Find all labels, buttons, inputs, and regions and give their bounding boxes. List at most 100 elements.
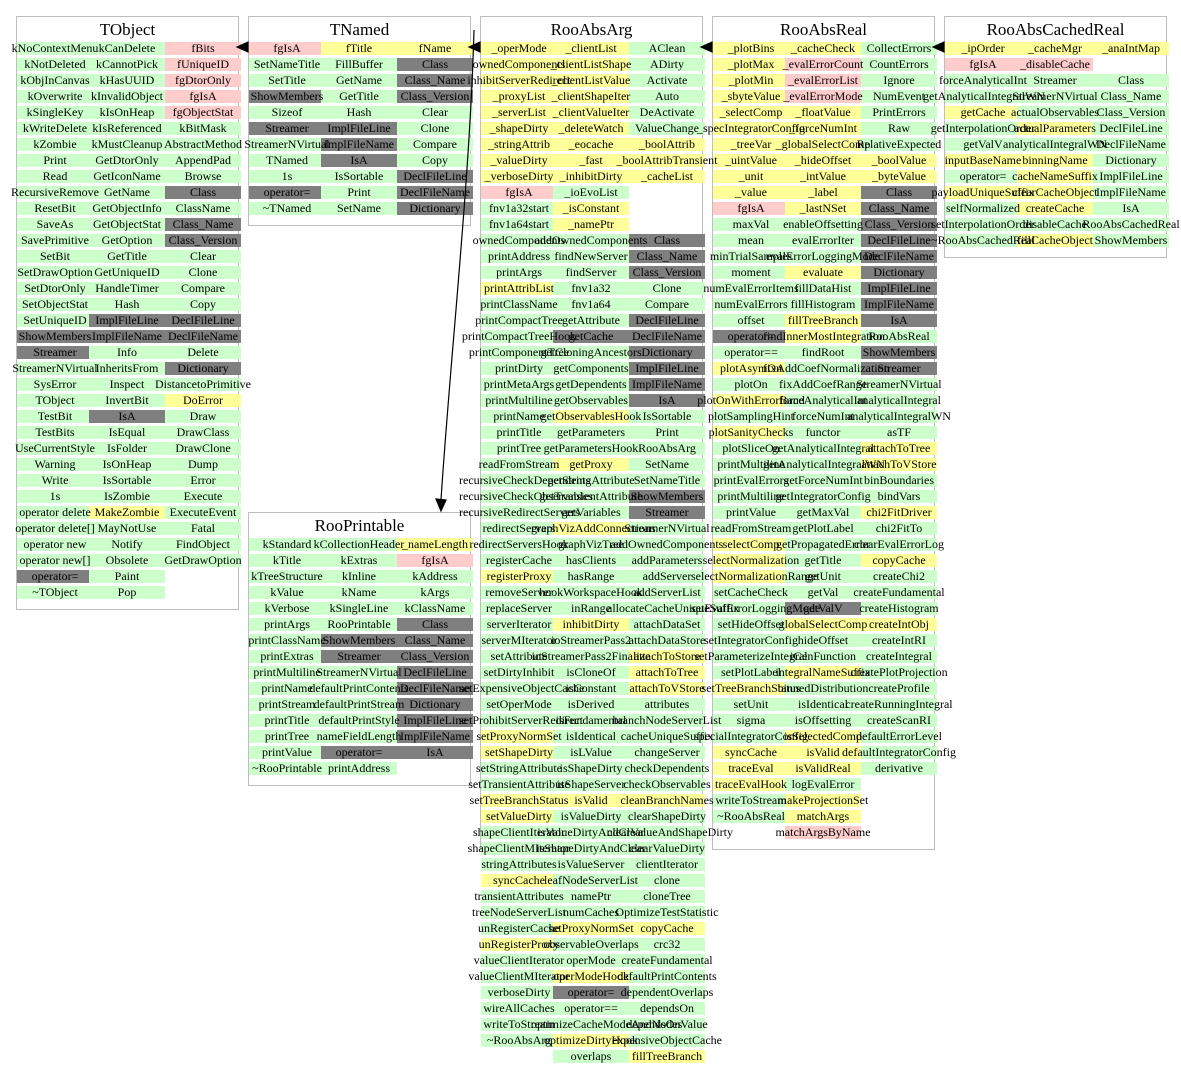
member-item: setOperMode bbox=[459, 698, 579, 711]
member-item: SavePrimitive bbox=[0, 234, 115, 247]
member-item: isCloneOf bbox=[531, 666, 651, 679]
member-item: attachToVStore bbox=[607, 682, 727, 695]
member-item: Error bbox=[143, 474, 263, 487]
member-item: registerCache bbox=[459, 554, 579, 567]
member-item: IsA bbox=[375, 746, 495, 759]
member-item: TNamed bbox=[227, 154, 347, 167]
member-item: AClean bbox=[607, 42, 727, 55]
member-item: ImplFileLine bbox=[607, 362, 727, 375]
member-item: printMultiline bbox=[691, 490, 811, 503]
member-item: getCloningAncestors bbox=[531, 346, 651, 359]
member-item: StreamerNVirtual bbox=[227, 138, 347, 151]
member-item: hideOffset bbox=[763, 634, 883, 647]
member-item: IsSortable bbox=[607, 410, 727, 423]
member-item: _byteValue bbox=[839, 170, 959, 183]
member-item: operMode bbox=[531, 954, 651, 967]
member-item: nameFieldLength bbox=[299, 730, 419, 743]
member-item: Streamer bbox=[0, 346, 115, 359]
member-item: GetOption bbox=[67, 234, 187, 247]
member-item: DeclFileName bbox=[143, 330, 263, 343]
member-item: operator= bbox=[691, 330, 811, 343]
member-item: setStringAttribute bbox=[459, 762, 579, 775]
member-item: fgIsA bbox=[691, 202, 811, 215]
member-item: actualObservables bbox=[995, 106, 1115, 119]
member-item: createCache bbox=[995, 202, 1115, 215]
member-item: defaultPrintContents bbox=[607, 970, 727, 983]
member-item: fBits bbox=[143, 42, 263, 55]
member-item: isShapeDirty bbox=[531, 762, 651, 775]
member-item: setTreeBranchStatus bbox=[691, 682, 811, 695]
member-item: _cacheCheck bbox=[763, 42, 883, 55]
member-item: optimizeCacheModeAndNodes bbox=[531, 1017, 683, 1031]
member-item: ADirty bbox=[607, 58, 727, 71]
member-item: getInterpolationOrder bbox=[923, 122, 1043, 135]
member-item: selectNormalization bbox=[691, 554, 811, 567]
member-item: Streamer bbox=[607, 506, 727, 519]
member-item: clearShapeDirty bbox=[607, 810, 727, 823]
member-item: Inspect bbox=[67, 378, 187, 391]
member-item: unRegisterProxy bbox=[459, 938, 579, 951]
member-item: clientIterator bbox=[607, 858, 727, 871]
member-item: SetNameTitle bbox=[607, 474, 727, 487]
member-item: _evalErrorMode bbox=[763, 90, 883, 103]
member-item: ShowMembers bbox=[607, 490, 727, 503]
member-item: getForceNumInt bbox=[763, 474, 883, 487]
member-item: getDependents bbox=[531, 378, 651, 391]
member-item: setIntegratorConfig bbox=[691, 634, 811, 647]
class-title: RooAbsCachedReal bbox=[986, 20, 1125, 39]
member-item: DoError bbox=[143, 394, 263, 407]
member-item: isValid bbox=[763, 746, 883, 759]
member-item: ExecuteEvent bbox=[143, 506, 263, 519]
member-item: fillCacheObject bbox=[995, 234, 1115, 247]
member-item: _valueDirty bbox=[459, 154, 579, 167]
member-item: printTitle bbox=[227, 714, 347, 727]
member-item: Copy bbox=[143, 298, 263, 311]
member-item: numCaches bbox=[531, 906, 651, 919]
member-item: checkDependents bbox=[607, 762, 727, 775]
member-item: InvertBit bbox=[67, 394, 187, 407]
class-title: TNamed bbox=[329, 20, 390, 39]
member-item: redirectServersHook bbox=[459, 538, 579, 551]
member-item: plotAsymOn bbox=[691, 362, 811, 375]
member-item: createIntRI bbox=[839, 634, 959, 647]
member-item: ImplFileName bbox=[67, 330, 187, 343]
member-item: DeActivate bbox=[607, 106, 727, 119]
member-item: PrintErrors bbox=[839, 106, 959, 119]
member-item: printCompactTreeHook bbox=[459, 330, 579, 343]
member-item: IsEqual bbox=[67, 426, 187, 439]
member-item: binnedDistribution bbox=[763, 682, 883, 695]
member-item: _verboseDirty bbox=[459, 170, 579, 183]
member-item: getCache bbox=[923, 106, 1043, 119]
member-item: minTrialSamples bbox=[691, 250, 811, 263]
member-item: ValueChange bbox=[607, 122, 727, 135]
member-item: serverMIterator bbox=[459, 634, 579, 647]
member-item: DrawClass bbox=[143, 426, 263, 439]
member-item: _deleteWatch bbox=[531, 122, 651, 135]
member-item: Class_Version bbox=[375, 650, 495, 663]
class-box-tnamed: TNamed fgIsA SetNameTitle SetTitle ShowMemb… bbox=[244, 16, 473, 226]
member-item: Class_Name bbox=[1071, 90, 1181, 103]
member-item: StreamerNVirtual bbox=[995, 90, 1115, 103]
member-item: GetName bbox=[67, 186, 187, 199]
member-item: Hash bbox=[299, 106, 419, 119]
member-item: findNewServer bbox=[531, 250, 651, 263]
member-item: findRoot bbox=[763, 346, 883, 359]
member-item: Write bbox=[0, 474, 115, 487]
member-item: kInvalidObject bbox=[67, 90, 187, 103]
member-item: SetName bbox=[299, 202, 419, 215]
member-item: ImplFileName bbox=[1071, 186, 1181, 199]
member-item: fgIsA bbox=[459, 186, 579, 199]
member-item: kSingleLine bbox=[299, 602, 419, 615]
member-item: IsA bbox=[67, 410, 187, 423]
member-item: Compare bbox=[607, 298, 727, 311]
member-item: fgIsA bbox=[375, 554, 495, 567]
member-item: writeToStream bbox=[691, 794, 811, 807]
member-item: functor bbox=[763, 426, 883, 439]
member-item: _ipOrder bbox=[923, 42, 1043, 55]
member-item: RecursiveRemove bbox=[0, 186, 115, 199]
member-item: GetUniqueID bbox=[67, 266, 187, 279]
member-item: forceAnalyticalInt bbox=[923, 74, 1043, 87]
member-item: forceAnalyticalInt bbox=[763, 394, 883, 407]
member-item: _evalErrorList bbox=[763, 74, 883, 87]
member-item: operator= bbox=[299, 746, 419, 759]
